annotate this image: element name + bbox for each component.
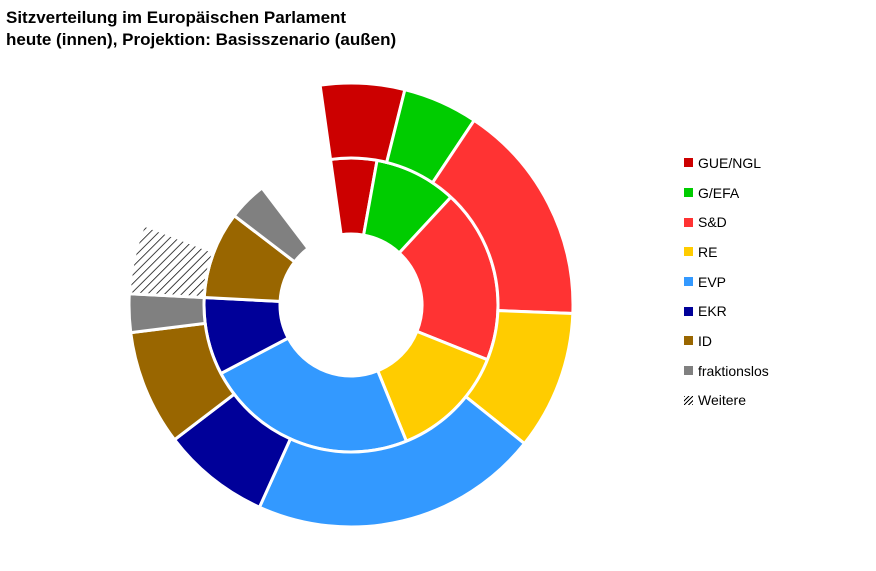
legend: GUE/NGL G/EFA S&D RE EVP EKR ID fraktionslos Wei… — [684, 148, 769, 415]
legend-item-evp: EVP — [684, 267, 769, 297]
legend-item-id: ID — [684, 326, 769, 356]
legend-swatch-g-efa — [684, 188, 693, 198]
inner-ring — [202, 156, 500, 454]
legend-swatch-ekr — [684, 306, 693, 316]
legend-label-s-d: S&D — [698, 214, 727, 231]
outer-ring — [127, 81, 575, 529]
inner-slice-fraktionslos — [232, 185, 311, 264]
legend-label-id: ID — [698, 332, 712, 349]
legend-label-ekr: EKR — [698, 303, 727, 320]
legend-label-gue-ngl: GUE/NGL — [698, 154, 762, 171]
legend-item-fraktionslos: fraktionslos — [684, 356, 769, 386]
chart-title-line-2: heute (innen), Projektion: Basisszenario… — [6, 30, 397, 49]
legend-swatch-id — [684, 336, 693, 346]
legend-item-re: RE — [684, 237, 769, 267]
legend-swatch-gue-ngl — [684, 158, 693, 168]
legend-swatch-evp — [684, 277, 693, 287]
chart-title: Sitzverteilung im Europäischen Parlament… — [6, 7, 396, 51]
legend-swatch-s-d — [684, 217, 693, 227]
legend-item-ekr: EKR — [684, 296, 769, 326]
legend-item-gue-ngl: GUE/NGL — [684, 148, 769, 178]
legend-item-weitere: Weitere — [684, 386, 769, 416]
legend-swatch-weitere — [684, 395, 693, 405]
legend-label-evp: EVP — [698, 273, 727, 290]
outer-slice-weitere — [127, 223, 216, 300]
legend-swatch-fraktionslos — [684, 366, 693, 376]
legend-swatch-re — [684, 247, 693, 257]
legend-label-weitere: Weitere — [698, 392, 746, 409]
legend-label-fraktionslos: fraktionslos — [698, 362, 769, 379]
legend-item-s-d: S&D — [684, 207, 769, 237]
legend-label-re: RE — [698, 243, 718, 260]
legend-label-g-efa: G/EFA — [698, 184, 740, 201]
legend-item-g-efa: G/EFA — [684, 178, 769, 208]
chart-title-line-1: Sitzverteilung im Europäischen Parlament — [6, 8, 347, 27]
